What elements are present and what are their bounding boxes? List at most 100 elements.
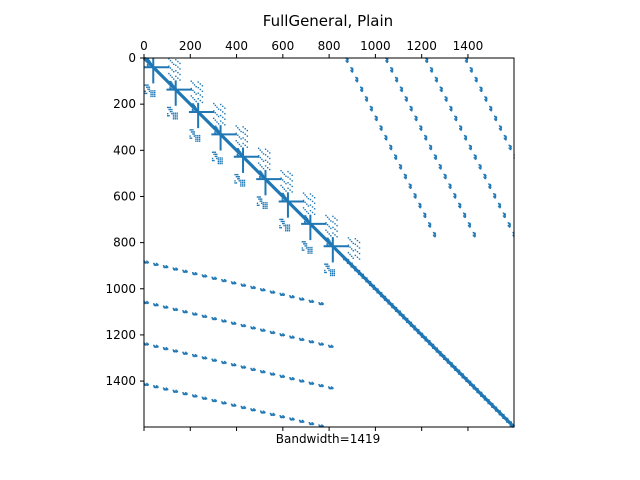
nonzero-marker (272, 330, 274, 333)
nonzero-marker (434, 236, 436, 238)
nonzero-marker (428, 144, 431, 147)
nonzero-marker (375, 288, 377, 290)
nonzero-marker (385, 58, 388, 60)
nonzero-marker (145, 261, 148, 264)
nonzero-marker (377, 292, 379, 294)
nonzero-marker (311, 246, 313, 249)
nonzero-marker (410, 106, 412, 109)
nonzero-marker (503, 417, 505, 420)
nonzero-marker (357, 269, 360, 272)
nonzero-marker (476, 80, 478, 82)
chart-title: FullGeneral, Plain (263, 12, 393, 30)
nonzero-marker (280, 333, 282, 336)
nonzero-marker (152, 90, 154, 92)
nonzero-marker (336, 230, 338, 232)
nonzero-marker (243, 367, 246, 369)
nonzero-marker (166, 266, 168, 269)
nonzero-marker (190, 129, 193, 131)
nonzero-marker (157, 386, 159, 388)
nonzero-marker (306, 196, 308, 198)
nonzero-marker (463, 213, 466, 215)
nonzero-marker (261, 174, 264, 177)
nonzero-marker (435, 351, 438, 353)
nonzero-marker (420, 336, 423, 338)
nonzero-marker (490, 110, 492, 112)
nonzero-marker (405, 176, 407, 179)
nonzero-marker (509, 148, 512, 151)
nonzero-marker (330, 387, 332, 390)
nonzero-marker (509, 421, 511, 423)
nonzero-marker (328, 386, 330, 388)
nonzero-marker (439, 351, 441, 353)
nonzero-marker (356, 269, 358, 272)
nonzero-marker (332, 232, 334, 234)
nonzero-marker (154, 93, 156, 96)
nonzero-marker (384, 299, 387, 301)
nonzero-marker (146, 64, 149, 66)
nonzero-marker (346, 59, 349, 62)
nonzero-marker (489, 105, 491, 108)
nonzero-marker (155, 344, 158, 347)
nonzero-marker (468, 380, 471, 383)
nonzero-marker (387, 303, 389, 305)
nonzero-marker (165, 265, 168, 267)
nonzero-marker (279, 374, 281, 377)
nonzero-marker (391, 306, 393, 309)
nonzero-marker (493, 406, 495, 408)
nonzero-marker (312, 423, 315, 425)
nonzero-marker (240, 365, 242, 367)
nonzero-marker (244, 144, 246, 147)
nonzero-marker (399, 89, 402, 91)
nonzero-marker (475, 77, 477, 80)
nonzero-marker (308, 299, 311, 302)
nonzero-marker (235, 282, 237, 285)
nonzero-marker (235, 323, 237, 325)
nonzero-marker (216, 113, 218, 116)
y-tick-label: 0 (128, 51, 136, 65)
nonzero-marker (305, 216, 308, 219)
nonzero-marker (252, 369, 255, 371)
nonzero-marker (313, 208, 316, 210)
nonzero-marker (191, 108, 194, 111)
nonzero-marker (305, 218, 308, 220)
nonzero-marker (214, 112, 217, 114)
nonzero-marker (257, 147, 260, 150)
nonzero-marker (419, 126, 422, 128)
nonzero-marker (428, 224, 430, 227)
nonzero-marker (251, 408, 253, 411)
nonzero-marker (424, 135, 427, 138)
nonzero-marker (260, 171, 262, 174)
nonzero-marker (177, 60, 179, 63)
nonzero-marker (494, 406, 497, 408)
nonzero-marker (367, 281, 370, 283)
nonzero-marker (260, 328, 262, 330)
nonzero-marker (197, 134, 199, 137)
nonzero-marker (354, 243, 357, 246)
nonzero-marker (272, 414, 274, 416)
nonzero-marker (260, 288, 262, 290)
nonzero-marker (398, 166, 401, 169)
nonzero-marker (190, 131, 193, 133)
nonzero-marker (166, 307, 168, 309)
nonzero-marker (459, 128, 461, 130)
nonzero-marker (242, 407, 245, 409)
nonzero-marker (242, 137, 244, 139)
nonzero-marker (311, 422, 313, 424)
nonzero-marker (264, 207, 266, 210)
nonzero-marker (462, 215, 465, 217)
nonzero-marker (184, 393, 186, 395)
nonzero-marker (289, 377, 291, 379)
nonzero-marker (478, 391, 481, 394)
nonzero-marker (356, 80, 359, 82)
nonzero-marker (372, 288, 375, 290)
nonzero-marker (224, 124, 226, 126)
nonzero-marker (309, 204, 312, 206)
nonzero-marker (333, 274, 336, 277)
nonzero-marker (165, 306, 167, 309)
nonzero-marker (168, 115, 170, 117)
nonzero-marker (238, 176, 240, 178)
nonzero-marker (242, 126, 244, 128)
nonzero-marker (347, 237, 350, 239)
nonzero-marker (225, 402, 227, 405)
